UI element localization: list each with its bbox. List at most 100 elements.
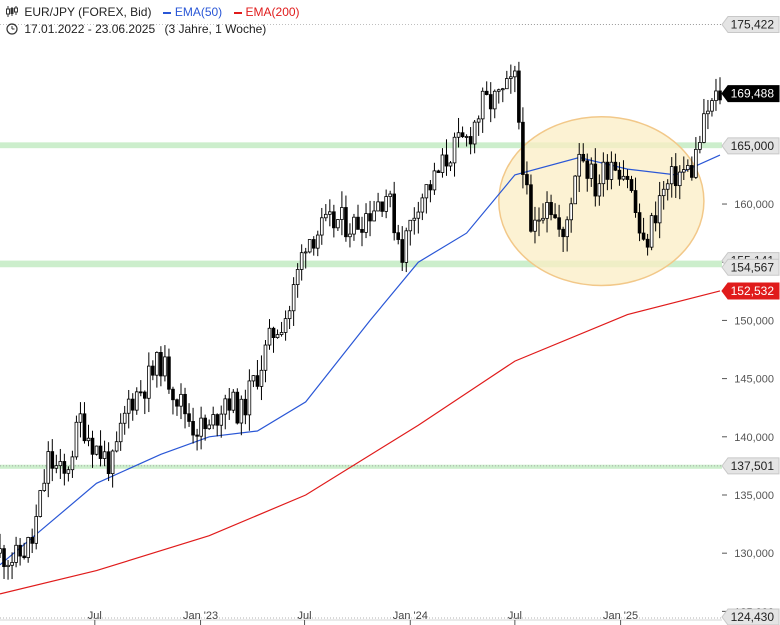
- candle-body: [6, 564, 10, 568]
- x-axis: Jul Jan '23 Jul Jan '24 Jul Jan '25: [0, 610, 722, 625]
- candle-body: [533, 219, 537, 232]
- candle-body: [706, 110, 710, 115]
- candle-body: [98, 445, 103, 459]
- candle-body: [195, 434, 199, 437]
- price-label-low: 124,430: [721, 608, 780, 625]
- candle-body: [106, 451, 111, 475]
- candle-body: [686, 165, 690, 170]
- candle-body: [621, 175, 626, 180]
- candle-body: [215, 414, 220, 426]
- candle-body: [468, 136, 473, 145]
- candle-body: [665, 183, 670, 190]
- support-zone-0: [0, 142, 722, 149]
- price-tag-box: [721, 258, 780, 276]
- symbol-label: EUR/JPY (FOREX, Bid): [24, 5, 152, 19]
- ema50-legend-label: EMA(50): [174, 5, 223, 19]
- candle-body: [629, 179, 634, 191]
- candle-body: [203, 417, 207, 430]
- candle-body: [267, 327, 272, 346]
- candle-body: [509, 76, 513, 79]
- candle-body: [307, 239, 312, 253]
- candle-body: [681, 169, 686, 173]
- candle-body: [702, 113, 706, 143]
- candle-body: [637, 212, 642, 234]
- candle-body: [529, 184, 533, 232]
- candle-body: [279, 332, 284, 335]
- candle-body: [573, 175, 577, 205]
- candle-body: [38, 490, 43, 517]
- price-label-ema200: 152,532: [721, 282, 780, 300]
- price-tag-box: [721, 282, 780, 300]
- candle-body: [126, 398, 131, 414]
- candle-body: [102, 451, 107, 459]
- candle-body: [86, 437, 91, 442]
- chart-header: EUR/JPY (FOREX, Bid) EMA(50) EMA(200): [6, 5, 300, 19]
- candle-body: [283, 318, 288, 333]
- candle-body: [275, 334, 280, 339]
- candle-body: [2, 548, 6, 568]
- candle-body: [476, 118, 481, 123]
- price-tag-text: 124,430: [731, 610, 775, 624]
- candle-body: [464, 136, 469, 138]
- candle-body: [589, 163, 594, 179]
- y-axis: 125,000130,000135,000140,000145,000150,0…: [722, 141, 774, 618]
- candle-body: [332, 211, 336, 229]
- ema200-line: [0, 290, 721, 595]
- candle-body: [239, 398, 244, 424]
- candle-body: [348, 233, 352, 238]
- candle-body: [641, 232, 646, 240]
- candle-body: [356, 216, 360, 230]
- candle-body: [537, 219, 541, 222]
- candle-body: [452, 136, 457, 164]
- price-label-level: 137,501: [721, 457, 780, 475]
- candle-body: [617, 169, 622, 180]
- candlestick-icon: [6, 5, 18, 19]
- ema200-layer: [0, 290, 721, 595]
- candle-body: [517, 70, 521, 123]
- candle-body: [118, 422, 123, 443]
- y-tick-label: 135,000: [734, 490, 774, 502]
- candle-body: [380, 201, 384, 212]
- candle-body: [597, 183, 602, 197]
- candle-body: [243, 398, 248, 416]
- candle-body: [669, 166, 674, 185]
- candle-body: [171, 388, 175, 401]
- price-tag-text: 165,000: [731, 139, 775, 153]
- candle-body: [46, 451, 51, 484]
- candle-body: [456, 132, 461, 138]
- candle-body: [303, 251, 308, 254]
- candle-body: [82, 413, 87, 442]
- price-tag-box: [721, 85, 780, 103]
- candle-body: [436, 170, 441, 173]
- price-labels: 175,422169,488165,000155,141154,567152,5…: [721, 16, 780, 625]
- candle-body: [0, 548, 2, 554]
- candle-body: [175, 399, 179, 407]
- x-tick-label: Jan '24: [393, 610, 428, 622]
- candle-body: [247, 380, 252, 416]
- candle-body: [420, 197, 425, 213]
- candle-body: [78, 413, 83, 423]
- candle-body: [472, 121, 477, 145]
- y-tick-label: 145,000: [734, 374, 774, 386]
- candle-body: [448, 162, 453, 167]
- candle-body: [488, 94, 493, 110]
- candle-body: [416, 211, 421, 219]
- candle-body: [384, 196, 388, 212]
- candle-body: [183, 393, 187, 415]
- candle-body: [633, 190, 638, 214]
- period-label: (3 Jahre, 1 Woche): [164, 22, 267, 36]
- candle-body: [388, 193, 392, 197]
- x-tick-label: Jan '23: [183, 610, 218, 622]
- price-tag-text: 154,567: [731, 260, 775, 274]
- ema50-legend-swatch: [162, 11, 171, 14]
- candle-body: [545, 202, 549, 219]
- candle-body: [191, 421, 195, 436]
- candle-body: [26, 537, 30, 559]
- candle-body: [227, 398, 232, 411]
- candle-body: [698, 142, 702, 150]
- support-zone-2: [0, 464, 722, 469]
- candle-body: [151, 365, 155, 376]
- candle-body: [714, 90, 718, 101]
- x-tick-label: Jul: [88, 610, 102, 622]
